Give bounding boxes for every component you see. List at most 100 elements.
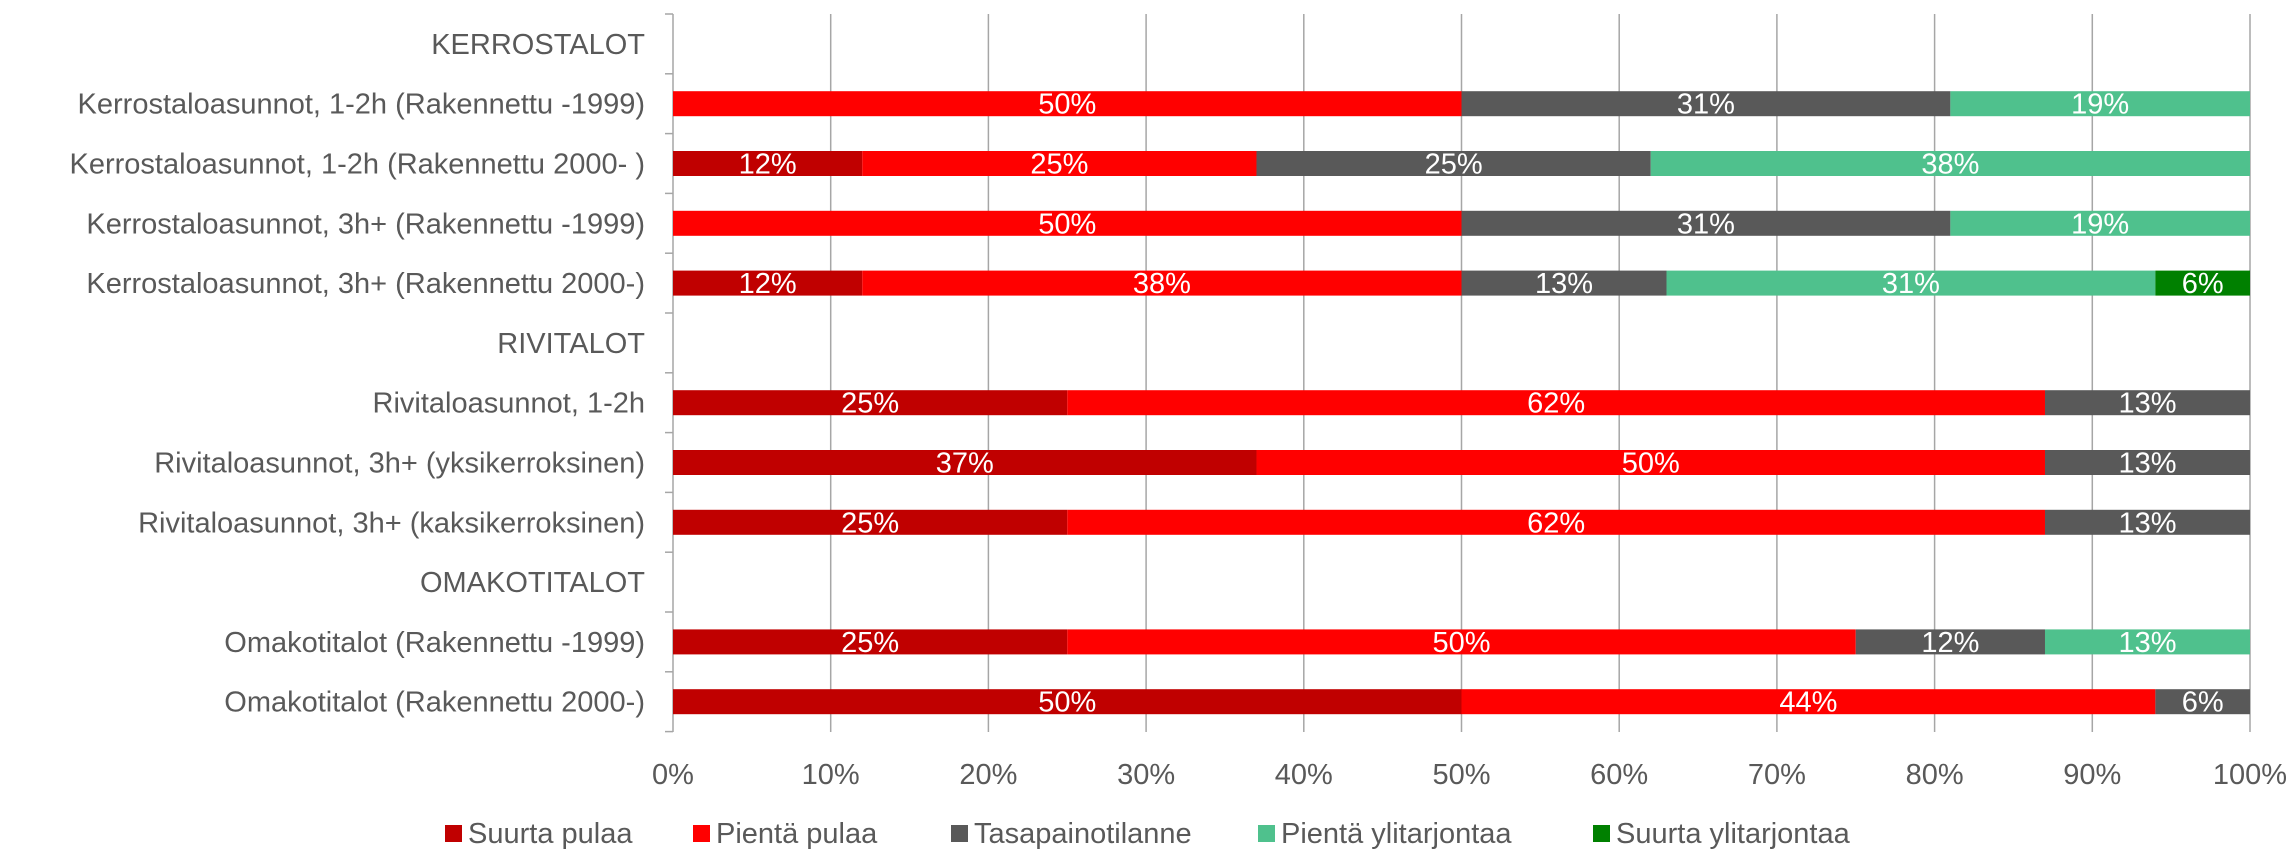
data-label: 12% xyxy=(739,149,797,181)
data-label: 13% xyxy=(2118,627,2176,659)
data-label: 6% xyxy=(2182,268,2224,300)
bar-segment xyxy=(673,390,1068,416)
x-tick-label: 80% xyxy=(1906,759,1964,791)
bar-segment xyxy=(673,509,1068,535)
data-label: 44% xyxy=(1779,687,1837,719)
data-label: 50% xyxy=(1038,687,1096,719)
category-label: Kerrostaloasunnot, 1-2h (Rakennettu 2000… xyxy=(69,149,645,181)
data-label: 19% xyxy=(2071,208,2129,240)
data-label: 19% xyxy=(2071,89,2129,121)
data-label: 12% xyxy=(1921,627,1979,659)
legend-swatch xyxy=(1258,825,1275,842)
bar-segment xyxy=(1461,210,1951,236)
data-label: 31% xyxy=(1882,268,1940,300)
gridlines xyxy=(829,14,2251,732)
bar-segment xyxy=(862,270,1462,296)
bar-segment xyxy=(2044,509,2250,535)
x-tick-label: 50% xyxy=(1432,759,1490,791)
data-label: 37% xyxy=(936,448,994,480)
data-label: 25% xyxy=(1425,149,1483,181)
legend-swatch xyxy=(693,825,710,842)
category-label: Kerrostaloasunnot, 3h+ (Rakennettu -1999… xyxy=(86,208,645,240)
data-label: 6% xyxy=(2182,687,2224,719)
bar-segment xyxy=(1067,509,2045,535)
data-label: 25% xyxy=(841,388,899,420)
data-label: 50% xyxy=(1038,89,1096,121)
x-tick-label: 30% xyxy=(1117,759,1175,791)
bar-segment xyxy=(1256,450,2045,475)
bar-segment xyxy=(673,210,1462,236)
x-tick-label: 10% xyxy=(802,759,860,791)
bar-segment xyxy=(1067,390,2045,416)
category-label: Omakotitalot (Rakennettu 2000-) xyxy=(224,687,645,719)
category-label: Rivitaloasunnot, 3h+ (kaksikerroksinen) xyxy=(138,507,645,539)
data-label: 50% xyxy=(1038,208,1096,240)
y-axis xyxy=(665,13,674,733)
data-label: 31% xyxy=(1677,89,1735,121)
legend-label: Suurta pulaa xyxy=(468,818,633,850)
bar-segment xyxy=(2044,629,2250,655)
category-labels: KERROSTALOT Kerrostaloasunnot, 1-2h (Rake… xyxy=(69,29,645,719)
legend: Suurta pulaa Pientä pulaa Tasapainotilanne… xyxy=(445,818,1851,850)
bar-segment xyxy=(2155,270,2250,296)
data-label: 13% xyxy=(2118,388,2176,420)
bar-segment xyxy=(1950,91,2250,117)
bar-segment xyxy=(1256,151,1651,176)
bar-segment xyxy=(862,151,1257,176)
bar-segment xyxy=(1461,91,1951,117)
x-tick-labels: 0% 10% 20% 30% 40% 50% 60% 70% 80% 90% 100% xyxy=(652,759,2287,791)
bar-segment xyxy=(673,629,1068,655)
data-label: 25% xyxy=(841,627,899,659)
legend-label: Pientä ylitarjontaa xyxy=(1281,818,1512,850)
data-label: 50% xyxy=(1622,448,1680,480)
x-tick-label: 100% xyxy=(2213,759,2287,791)
data-label: 13% xyxy=(2118,507,2176,539)
data-label: 25% xyxy=(841,507,899,539)
x-tick-label: 60% xyxy=(1590,759,1648,791)
bar-segment xyxy=(1067,629,1856,655)
bar-segment xyxy=(673,689,1462,715)
legend-label: Pientä pulaa xyxy=(716,818,878,850)
data-label: 50% xyxy=(1432,627,1490,659)
legend-swatch xyxy=(445,825,462,842)
bar-segment xyxy=(1650,151,2250,176)
data-label: 38% xyxy=(1133,268,1191,300)
bar-segment xyxy=(1461,270,1667,296)
bar-segment xyxy=(673,270,863,296)
legend-label: Suurta ylitarjontaa xyxy=(1616,818,1851,850)
bars: 50% 31% 19% 12% 25% 25% 38% 50% 31% 19% 12% 38% 13% 3… xyxy=(673,89,2250,719)
data-label: 13% xyxy=(1535,268,1593,300)
x-tick-label: 40% xyxy=(1275,759,1333,791)
x-tick-label: 90% xyxy=(2063,759,2121,791)
category-label: Rivitaloasunnot, 3h+ (yksikerroksinen) xyxy=(154,448,645,480)
category-label: OMAKOTITALOT xyxy=(420,567,645,599)
bar-segment xyxy=(1950,210,2250,236)
category-label: Kerrostaloasunnot, 1-2h (Rakennettu -199… xyxy=(78,89,645,121)
bar-segment xyxy=(2044,390,2250,416)
x-tick-label: 20% xyxy=(959,759,1017,791)
legend-swatch xyxy=(951,825,968,842)
legend-swatch xyxy=(1593,825,1610,842)
data-label: 13% xyxy=(2118,448,2176,480)
category-label: Rivitaloasunnot, 1-2h xyxy=(373,388,645,420)
bar-segment xyxy=(673,151,863,176)
data-label: 38% xyxy=(1921,149,1979,181)
bar-segment xyxy=(673,91,1462,117)
data-label: 25% xyxy=(1030,149,1088,181)
data-label: 62% xyxy=(1527,388,1585,420)
category-label: RIVITALOT xyxy=(497,328,645,360)
category-label: Omakotitalot (Rakennettu -1999) xyxy=(224,627,645,659)
data-label: 62% xyxy=(1527,507,1585,539)
bar-segment xyxy=(2155,689,2250,715)
data-label: 12% xyxy=(739,268,797,300)
x-tick-label: 0% xyxy=(652,759,694,791)
x-tick-label: 70% xyxy=(1748,759,1806,791)
category-label: KERROSTALOT xyxy=(431,29,645,61)
category-label: Kerrostaloasunnot, 3h+ (Rakennettu 2000-… xyxy=(86,268,645,300)
data-label: 31% xyxy=(1677,208,1735,240)
bar-segment xyxy=(1855,629,2045,655)
bar-segment xyxy=(2044,450,2250,475)
bar-segment xyxy=(673,450,1257,475)
legend-label: Tasapainotilanne xyxy=(974,818,1192,850)
